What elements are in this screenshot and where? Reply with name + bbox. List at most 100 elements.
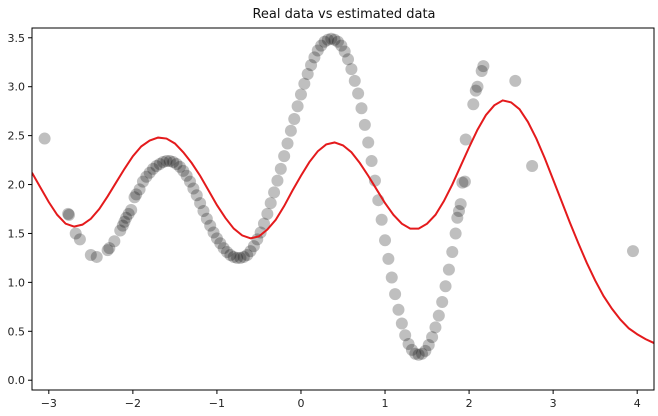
scatter-point — [237, 250, 250, 263]
scatter-point — [362, 136, 375, 149]
scatter-point — [197, 204, 210, 217]
scatter-point — [358, 118, 371, 131]
scatter-point — [459, 133, 472, 146]
scatter-point — [298, 77, 311, 90]
scatter-point — [395, 317, 408, 330]
estimate-line — [32, 99, 654, 344]
chart-title: Real data vs estimated data — [252, 7, 435, 22]
scatter-point — [116, 219, 129, 232]
scatter-point — [120, 211, 133, 224]
y-tick-label: 0.0 — [8, 374, 26, 387]
scatter-point — [153, 157, 166, 170]
x-tick-label: 0 — [297, 397, 304, 410]
scatter-point — [128, 191, 141, 204]
scatter-point — [429, 321, 442, 334]
scatter-point — [382, 252, 395, 265]
scatter-point — [38, 132, 51, 145]
scatter-point — [405, 343, 418, 356]
scatter-point — [163, 155, 176, 168]
y-tick-label: 1.0 — [8, 276, 26, 289]
scatter-point — [392, 303, 405, 316]
scatter-point — [467, 98, 480, 111]
scatter-point — [261, 207, 274, 220]
scatter-point — [422, 338, 435, 351]
scatter-point — [385, 271, 398, 284]
scatter-point — [477, 60, 490, 73]
scatter-point — [204, 219, 217, 232]
scatter-point — [389, 288, 402, 301]
scatter-point — [626, 245, 639, 258]
scatter-point — [419, 344, 432, 357]
scatter-point — [458, 175, 471, 188]
scatter-point — [335, 39, 348, 52]
scatter-point — [442, 263, 455, 276]
scatter-point — [471, 80, 484, 93]
scatter-point — [281, 137, 294, 150]
scatter-point — [147, 162, 160, 175]
scatter-point — [140, 170, 153, 183]
scatter-point — [509, 74, 522, 87]
scatter-point — [399, 329, 412, 342]
scatter-point — [416, 347, 429, 360]
scatter-point — [224, 248, 237, 261]
scatter-point — [409, 347, 422, 360]
scatter-point — [345, 63, 358, 76]
plot-area — [32, 32, 654, 361]
scatter-point — [432, 309, 445, 322]
scatter-point — [412, 348, 425, 361]
scatter-point — [207, 226, 220, 239]
scatter-point — [187, 182, 200, 195]
y-tick-label: 3.0 — [8, 81, 26, 94]
scatter-point — [268, 186, 281, 199]
scatter-point — [308, 51, 321, 64]
scatter-point — [402, 338, 415, 351]
scatter-point — [103, 242, 116, 255]
scatter-point — [180, 169, 193, 182]
scatter-point — [227, 250, 240, 263]
scatter-point — [271, 174, 284, 187]
scatter-point — [294, 88, 307, 101]
scatter-point — [449, 227, 462, 240]
scatter-point — [84, 248, 97, 261]
axes: −3 −2 −1 0 1 2 3 4 0.0 0.5 1.0 1.5 2.0 2.5 3.0 3.5 — [8, 27, 655, 410]
scatter-point — [379, 234, 392, 247]
scatter-point — [311, 44, 324, 57]
scatter-point — [452, 204, 465, 217]
scatter-point — [231, 251, 244, 264]
scatter-point — [318, 35, 331, 48]
scatter-point — [305, 59, 318, 72]
scatter-point — [150, 159, 163, 172]
y-tick-label: 1.5 — [8, 227, 26, 240]
scatter-point — [90, 250, 103, 263]
scatter-point — [288, 112, 301, 125]
scatter-point — [143, 166, 156, 179]
scatter-point — [214, 237, 227, 250]
scatter-point — [200, 212, 213, 225]
scatter-point — [331, 35, 344, 48]
scatter-point — [342, 53, 355, 66]
scatter-point — [278, 150, 291, 163]
scatter-point — [173, 160, 186, 173]
scatter-point — [328, 33, 341, 46]
scatter-point — [348, 74, 361, 87]
scatter-point — [436, 295, 449, 308]
scatter-point — [69, 227, 82, 240]
scatter-point — [73, 233, 86, 246]
scatter-point — [352, 87, 365, 100]
scatter-point — [426, 331, 439, 344]
scatter-point — [177, 164, 190, 177]
scatter-point — [338, 45, 351, 58]
scatter-point — [526, 159, 539, 172]
x-tick-label: 3 — [550, 397, 557, 410]
scatter-point — [62, 207, 75, 220]
scatter-point — [114, 224, 127, 237]
scatter-point — [167, 156, 180, 169]
scatter-point — [439, 280, 452, 293]
scatter-point — [190, 189, 203, 202]
scatter-point — [125, 203, 138, 216]
scatter-point — [247, 240, 260, 253]
x-tick-label: 4 — [634, 397, 641, 410]
scatter-point — [130, 188, 143, 201]
x-tick-label: −3 — [41, 397, 57, 410]
